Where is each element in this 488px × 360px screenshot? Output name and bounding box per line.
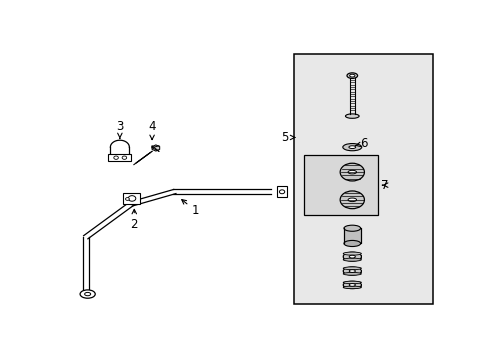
Ellipse shape	[128, 196, 136, 201]
Ellipse shape	[343, 252, 361, 261]
Ellipse shape	[347, 170, 356, 174]
Text: 4: 4	[148, 120, 156, 140]
Bar	[277, 186, 286, 197]
Ellipse shape	[348, 284, 355, 286]
Ellipse shape	[340, 163, 364, 181]
Text: 7: 7	[381, 179, 388, 192]
Bar	[294, 54, 432, 304]
Text: 2: 2	[130, 210, 138, 231]
Ellipse shape	[343, 258, 361, 261]
Ellipse shape	[347, 198, 356, 202]
Ellipse shape	[340, 191, 364, 209]
Bar	[303, 156, 377, 215]
Text: 3: 3	[116, 120, 123, 139]
Ellipse shape	[348, 270, 355, 273]
Ellipse shape	[279, 190, 284, 194]
Ellipse shape	[343, 286, 361, 289]
Text: 6: 6	[354, 137, 367, 150]
Ellipse shape	[343, 240, 360, 247]
Ellipse shape	[114, 156, 118, 159]
Text: 5: 5	[281, 131, 294, 144]
Ellipse shape	[125, 198, 129, 201]
Ellipse shape	[343, 281, 361, 284]
Polygon shape	[152, 145, 159, 151]
Ellipse shape	[343, 281, 361, 289]
Ellipse shape	[342, 144, 361, 151]
Ellipse shape	[80, 290, 95, 298]
Ellipse shape	[343, 273, 361, 275]
Ellipse shape	[343, 267, 361, 270]
Ellipse shape	[349, 74, 354, 77]
Ellipse shape	[84, 292, 90, 296]
Ellipse shape	[343, 252, 361, 255]
Ellipse shape	[348, 146, 355, 149]
Bar	[343, 228, 360, 243]
Ellipse shape	[343, 225, 360, 231]
Ellipse shape	[343, 267, 361, 275]
Bar	[108, 154, 131, 161]
Ellipse shape	[348, 255, 355, 258]
Text: 1: 1	[182, 199, 199, 217]
Ellipse shape	[346, 73, 357, 78]
Bar	[122, 193, 139, 204]
Ellipse shape	[122, 156, 126, 159]
Ellipse shape	[345, 114, 358, 118]
